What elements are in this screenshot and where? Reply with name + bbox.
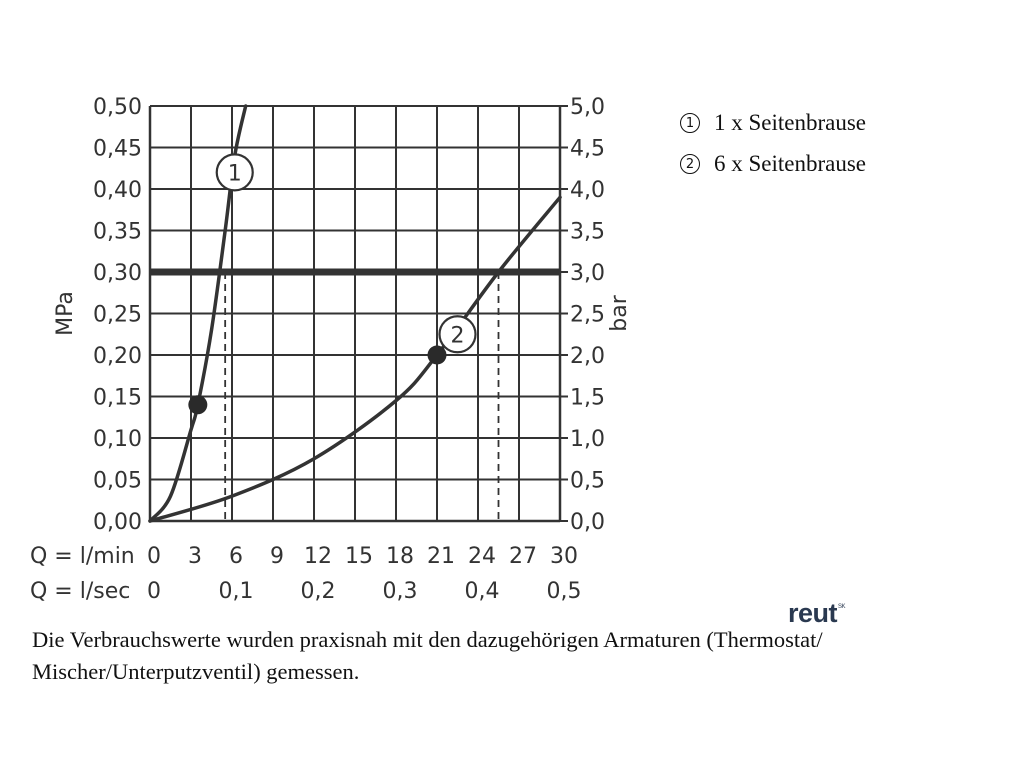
y-right-tick-label: 4,0: [570, 178, 605, 203]
brand-logo: reutSK: [788, 598, 846, 629]
x-tick-label-lsec: 0,5: [547, 579, 582, 604]
legend: 1 1 x Seitenbrause 2 6 x Seitenbrause: [680, 102, 866, 184]
curve-label-number-2: 2: [451, 323, 465, 348]
x-tick-label-lmin: 9: [270, 544, 284, 569]
y-left-tick-label: 0,30: [93, 261, 142, 286]
legend-marker-2: 2: [680, 153, 700, 174]
y-left-tick-label: 0,10: [93, 427, 142, 452]
brand-superscript: SK: [838, 604, 846, 610]
curves: 12: [148, 104, 562, 523]
y-right-tick-label: 0,0: [570, 510, 605, 535]
y-right-tick-label: 3,0: [570, 261, 605, 286]
y-right-tick-label: 1,5: [570, 386, 605, 411]
x-tick-label-lmin: 30: [550, 544, 578, 569]
y-right-tick-label: 1,0: [570, 427, 605, 452]
x-tick-label-lmin: 12: [304, 544, 332, 569]
y-right-tick-label: 2,0: [570, 344, 605, 369]
legend-text-1: 1 x Seitenbrause: [714, 109, 867, 135]
x-tick-label-lmin: 24: [468, 544, 496, 569]
y-right-tick-label: 0,5: [570, 469, 605, 494]
y-axis-label-mpa: MPa: [53, 291, 78, 336]
legend-item-1: 1 1 x Seitenbrause: [680, 102, 866, 143]
x-tick-label-lsec: 0,1: [219, 579, 254, 604]
y-left-tick-label: 0,20: [93, 344, 142, 369]
y-left-tick-label: 0,05: [93, 469, 142, 494]
y-left-tick-label: 0,50: [93, 95, 142, 120]
brand-text: reut: [788, 598, 838, 628]
x-tick-label-lmin: 15: [345, 544, 373, 569]
legend-marker-1: 1: [680, 112, 700, 133]
caption: Die Verbrauchswerte wurden praxisnah mit…: [32, 627, 823, 684]
y-right-tick-label: 4,5: [570, 137, 605, 162]
y-right-tick-label: 3,5: [570, 220, 605, 245]
x-tick-label-lmin: 27: [509, 544, 537, 569]
x-tick-label-lmin: 6: [229, 544, 243, 569]
y-right-tick-label: 2,5: [570, 303, 605, 328]
x-axis-label-lmin: Q = l/min: [30, 544, 135, 569]
point-marker-1: [188, 395, 208, 415]
axis-labels: Q = l/min Q = l/sec MPa bar: [30, 291, 632, 604]
curve-label-circle-2: [438, 315, 477, 354]
x-tick-label-lmin: 18: [386, 544, 414, 569]
y-axis-label-bar: bar: [607, 294, 632, 331]
x-tick-label-lmin: 0: [147, 544, 161, 569]
x-tick-label-lsec: 0: [147, 579, 161, 604]
y-left-tick-label: 0,00: [93, 510, 142, 535]
legend-text-2: 6 x Seitenbrause: [714, 150, 867, 176]
legend-item-2: 2 6 x Seitenbrause: [680, 143, 866, 184]
x-tick-label-lmin: 3: [188, 544, 202, 569]
axis-ticks: 0,000,050,100,150,200,250,300,350,400,45…: [93, 95, 605, 604]
y-left-tick-label: 0,25: [93, 303, 142, 328]
x-tick-label-lmin: 21: [427, 544, 455, 569]
y-left-tick-label: 0,15: [93, 386, 142, 411]
y-left-tick-label: 0,45: [93, 137, 142, 162]
x-tick-label-lsec: 0,4: [465, 579, 500, 604]
x-tick-label-lsec: 0,2: [301, 579, 336, 604]
y-right-tick-label: 5,0: [570, 95, 605, 120]
x-axis-label-lsec: Q = l/sec: [30, 579, 130, 604]
curve-label-circle-1: [215, 153, 254, 192]
y-left-tick-label: 0,40: [93, 178, 142, 203]
curve-label-number-1: 1: [228, 161, 242, 186]
y-left-tick-label: 0,35: [93, 220, 142, 245]
point-marker-2: [427, 345, 447, 365]
x-tick-label-lsec: 0,3: [383, 579, 418, 604]
